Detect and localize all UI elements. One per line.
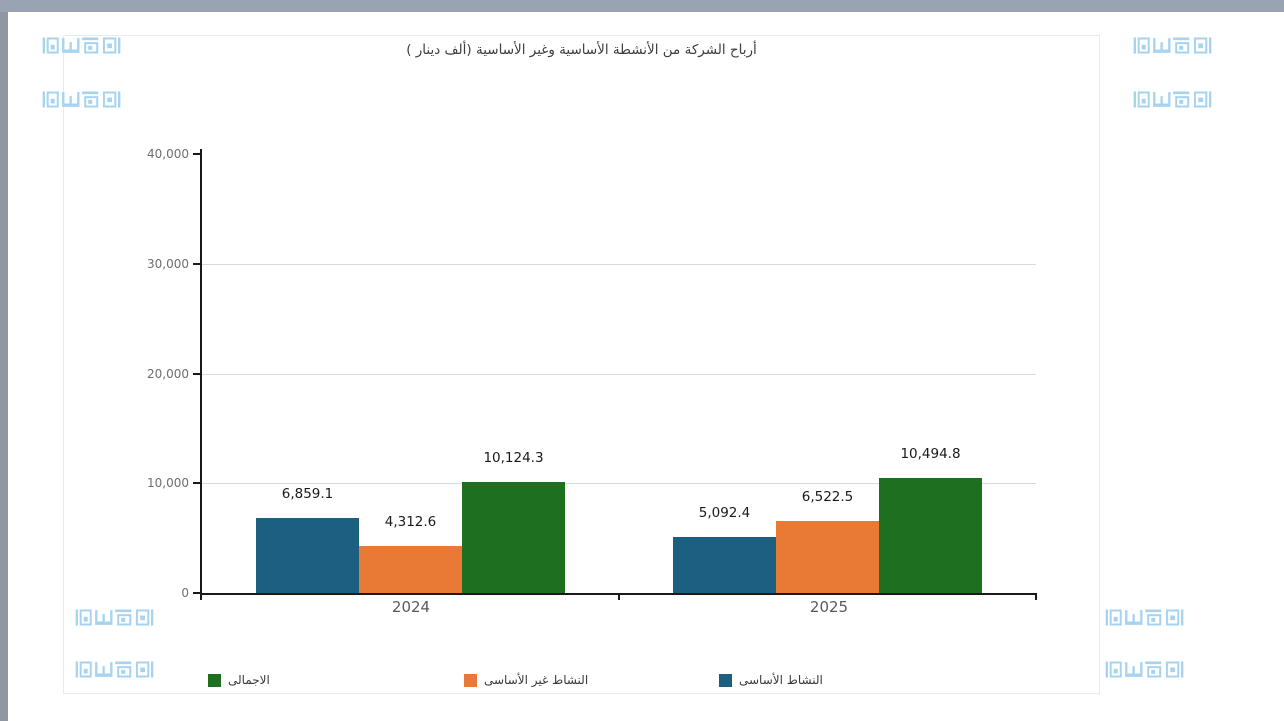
x-axis-tick xyxy=(200,595,202,600)
y-axis-tick xyxy=(193,482,200,485)
legend-swatch-core-activity xyxy=(719,673,732,687)
bar-total-2025[interactable] xyxy=(879,477,982,593)
y-gridline xyxy=(201,263,1036,265)
y-axis-tick-label: 40,000 xyxy=(147,147,189,161)
x-axis-category-label: 2024 xyxy=(391,598,431,616)
y-axis-tick-label: 10,000 xyxy=(147,476,189,491)
bar-value-label: 6,859.1 xyxy=(281,485,334,502)
left-border-strip xyxy=(0,12,8,721)
y-axis-tick xyxy=(193,153,200,155)
y-axis-tick xyxy=(193,372,200,375)
x-axis-tick xyxy=(1035,595,1037,600)
bar-value-label: 10,124.3 xyxy=(483,449,544,466)
bar-non-core-activity-2024[interactable] xyxy=(359,545,462,593)
x-axis-tick xyxy=(617,595,620,600)
bar-value-label: 10,494.8 xyxy=(900,445,961,462)
legend-swatch-total xyxy=(208,673,221,687)
bar-core-activity-2025[interactable] xyxy=(673,537,776,593)
y-gridline xyxy=(201,483,1036,485)
y-gridline xyxy=(201,373,1036,375)
chart-container: أرباح الشركة من الأنشطة الأساسية وغير ال… xyxy=(63,35,1100,694)
legend-label: النشاط الأساسى xyxy=(739,673,823,687)
legend-swatch-non-core-activity xyxy=(464,673,477,687)
y-axis-line xyxy=(200,149,202,595)
y-axis-tick xyxy=(193,592,200,594)
bar-value-label: 5,092.4 xyxy=(698,505,751,522)
legend-item-total[interactable]: الاجمالى xyxy=(208,673,270,687)
y-axis-tick-label: 20,000 xyxy=(147,366,189,381)
y-axis-tick-label: 30,000 xyxy=(147,256,189,271)
chart-title: أرباح الشركة من الأنشطة الأساسية وغير ال… xyxy=(406,42,757,58)
bar-total-2024[interactable] xyxy=(462,481,565,593)
x-axis-category-label: 2025 xyxy=(809,598,849,616)
kufic-square-logo-watermark-icon xyxy=(1133,35,1212,56)
legend-item-core-activity[interactable]: النشاط الأساسى xyxy=(719,673,823,687)
kufic-square-logo-watermark-icon xyxy=(1133,89,1212,110)
x-axis-line xyxy=(200,593,1037,595)
bar-non-core-activity-2025[interactable] xyxy=(776,521,879,593)
y-axis-tick xyxy=(193,262,200,265)
kufic-square-logo-watermark-icon xyxy=(1105,659,1184,680)
top-border-strip xyxy=(0,0,1284,12)
legend-label: النشاط غير الأساسى xyxy=(484,673,589,687)
bar-value-label: 4,312.6 xyxy=(384,513,437,530)
bar-core-activity-2024[interactable] xyxy=(256,517,359,593)
bar-value-label: 6,522.5 xyxy=(801,489,854,506)
kufic-square-logo-watermark-icon xyxy=(1105,607,1184,628)
legend-item-non-core-activity[interactable]: النشاط غير الأساسى xyxy=(464,673,588,687)
y-axis-tick-label: 0 xyxy=(181,586,189,600)
legend-label: الاجمالى xyxy=(228,673,270,687)
